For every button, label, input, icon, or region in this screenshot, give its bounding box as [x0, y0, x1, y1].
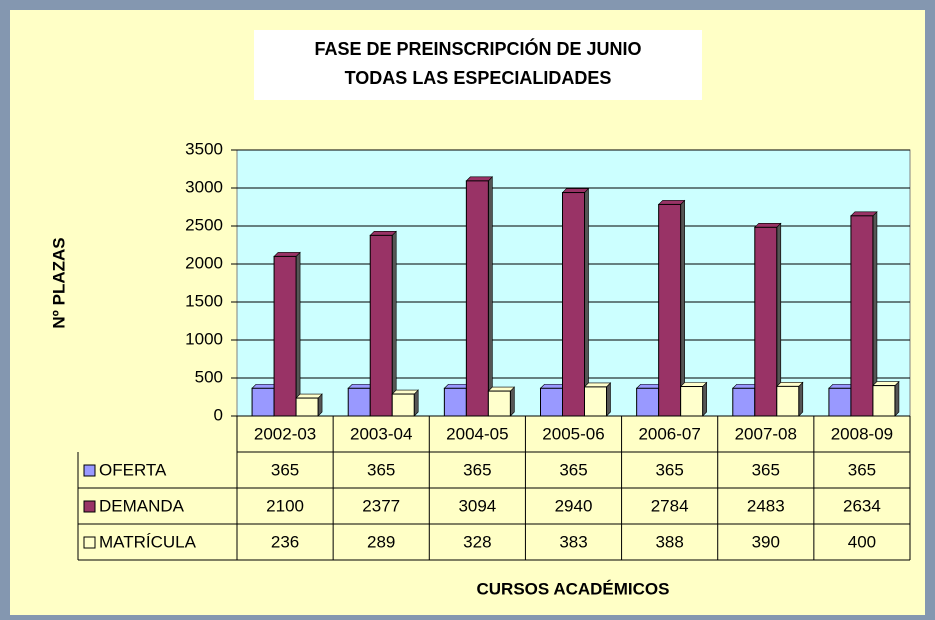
bar-top [679, 382, 708, 387]
bar [850, 215, 874, 417]
bar-side [702, 381, 707, 417]
bar-top [657, 200, 686, 205]
y-tick-label: 0 [214, 405, 223, 424]
bar-top [583, 382, 612, 388]
table-value: 365 [655, 460, 683, 479]
bar-top [850, 211, 878, 217]
bar [680, 386, 704, 417]
bar [540, 387, 563, 417]
table-value: 3094 [458, 496, 496, 515]
y-tick-label: 1500 [185, 291, 223, 310]
bar [828, 387, 852, 417]
legend-key [83, 500, 96, 513]
bar-side [295, 251, 301, 417]
table-value: 2100 [266, 496, 304, 515]
legend-label: OFERTA [99, 460, 167, 479]
y-tick-label: 2000 [185, 253, 223, 272]
bar [658, 203, 682, 417]
table-value: 383 [559, 532, 587, 551]
bar [754, 226, 778, 417]
legend-key [83, 536, 96, 549]
x-axis-label: CURSOS ACADÉMICOS [477, 579, 670, 598]
bar-side [510, 386, 515, 417]
y-tick-label: 2500 [185, 215, 223, 234]
bar [465, 180, 489, 417]
table-value: 365 [848, 460, 876, 479]
x-tick-label: 2007-08 [735, 424, 797, 443]
table-value: 365 [559, 460, 587, 479]
bar-top [776, 382, 804, 387]
x-tick-label: 2002-03 [254, 424, 316, 443]
bar [487, 390, 511, 417]
y-tick-label: 3500 [185, 139, 223, 158]
x-tick-label: 2003-04 [350, 424, 412, 443]
bar-top [754, 222, 782, 228]
table-value: 365 [463, 460, 491, 479]
table-value: 390 [752, 532, 780, 551]
bar-top [487, 386, 516, 392]
bar [584, 386, 607, 417]
chart-title: FASE DE PREINSCRIPCIÓN DE JUNIO [314, 38, 641, 59]
bar [443, 387, 467, 417]
bar [872, 385, 896, 417]
table-value: 365 [271, 460, 299, 479]
bar [562, 192, 585, 417]
bar-side [584, 187, 589, 417]
bar-top [872, 381, 900, 386]
title-box [254, 30, 702, 100]
table-value: 236 [271, 532, 299, 551]
legend-label: MATRÍCULA [99, 532, 197, 551]
bar [732, 387, 756, 417]
y-tick-label: 3000 [185, 177, 223, 196]
table-value: 2483 [747, 496, 785, 515]
table-value: 2634 [843, 496, 881, 515]
x-tick-label: 2004-05 [446, 424, 508, 443]
bar-side [413, 389, 419, 417]
bar [251, 387, 275, 417]
x-tick-label: 2008-09 [831, 424, 893, 443]
legend-label: DEMANDA [99, 496, 185, 515]
bar-top [369, 231, 397, 236]
bar-top [273, 252, 301, 257]
table-value: 365 [752, 460, 780, 479]
bar-top [295, 393, 323, 399]
legend-key [83, 464, 96, 477]
bar [636, 387, 660, 417]
y-tick-label: 500 [195, 367, 223, 386]
table-value: 388 [655, 532, 683, 551]
bar-side [894, 380, 900, 417]
bar [295, 397, 319, 417]
bar-side [488, 176, 493, 417]
bar-top [561, 188, 590, 193]
bar [347, 387, 371, 417]
x-tick-label: 2005-06 [542, 424, 604, 443]
chart-title: TODAS LAS ESPECIALIDADES [345, 68, 612, 88]
y-axis-label: Nº PLAZAS [49, 237, 68, 328]
bar [391, 393, 415, 417]
bar-top [465, 176, 494, 182]
table-value: 2377 [362, 496, 400, 515]
table-value: 328 [463, 532, 491, 551]
bar-side [606, 382, 611, 417]
bar [273, 255, 297, 417]
bar [776, 385, 800, 417]
bar-side [798, 381, 804, 417]
table-value: 400 [848, 532, 876, 551]
table-value: 289 [367, 532, 395, 551]
table-value: 365 [367, 460, 395, 479]
table-value: 2784 [651, 496, 689, 515]
y-tick-label: 1000 [185, 329, 223, 348]
table-value: 2940 [555, 496, 593, 515]
bar-top [391, 389, 419, 395]
bar-side [391, 230, 397, 417]
bar [369, 234, 393, 417]
x-tick-label: 2006-07 [638, 424, 700, 443]
